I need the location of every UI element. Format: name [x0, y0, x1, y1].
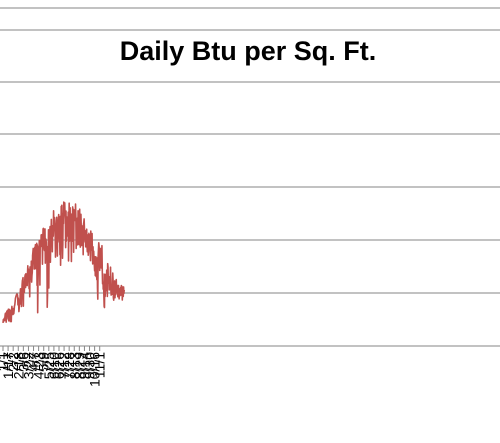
x-tick-label: 2/2 [5, 352, 21, 372]
x-tick-label: 2/18 [10, 352, 26, 379]
chart-title: Daily Btu per Sq. Ft. [120, 36, 377, 66]
series-line [2, 201, 126, 324]
horizontal-gridlines [0, 7, 500, 294]
x-tick-label: 4/23 [31, 352, 47, 379]
x-tick-label: 11/1 [92, 352, 108, 378]
x-tick-label: 1/17 [0, 352, 16, 379]
x-tick-label: 6/10 [46, 352, 62, 379]
x-tick-label: 7/12 [56, 352, 72, 379]
x-axis-ticks [2, 346, 101, 351]
x-tick-label: 3/22 [20, 352, 36, 379]
x-axis-labels: 1/11/172/22/183/63/224/74/235/95/256/106… [0, 352, 108, 387]
x-tick-label: 9/30 [82, 352, 98, 379]
x-tick-label: 7/28 [61, 352, 77, 379]
x-tick-label: 5/9 [36, 352, 52, 372]
x-tick-label: 8/13 [66, 352, 82, 379]
x-tick-label: 4/7 [26, 352, 42, 372]
x-tick-label: 1/1 [0, 352, 11, 372]
x-tick-label: 10/16 [87, 352, 103, 387]
x-tick-label: 3/6 [15, 352, 31, 372]
x-tick-label: 8/29 [71, 352, 87, 379]
x-tick-label: 6/26 [51, 352, 67, 379]
x-tick-label: 9/14 [76, 352, 92, 379]
x-tick-label: 5/25 [41, 352, 57, 379]
